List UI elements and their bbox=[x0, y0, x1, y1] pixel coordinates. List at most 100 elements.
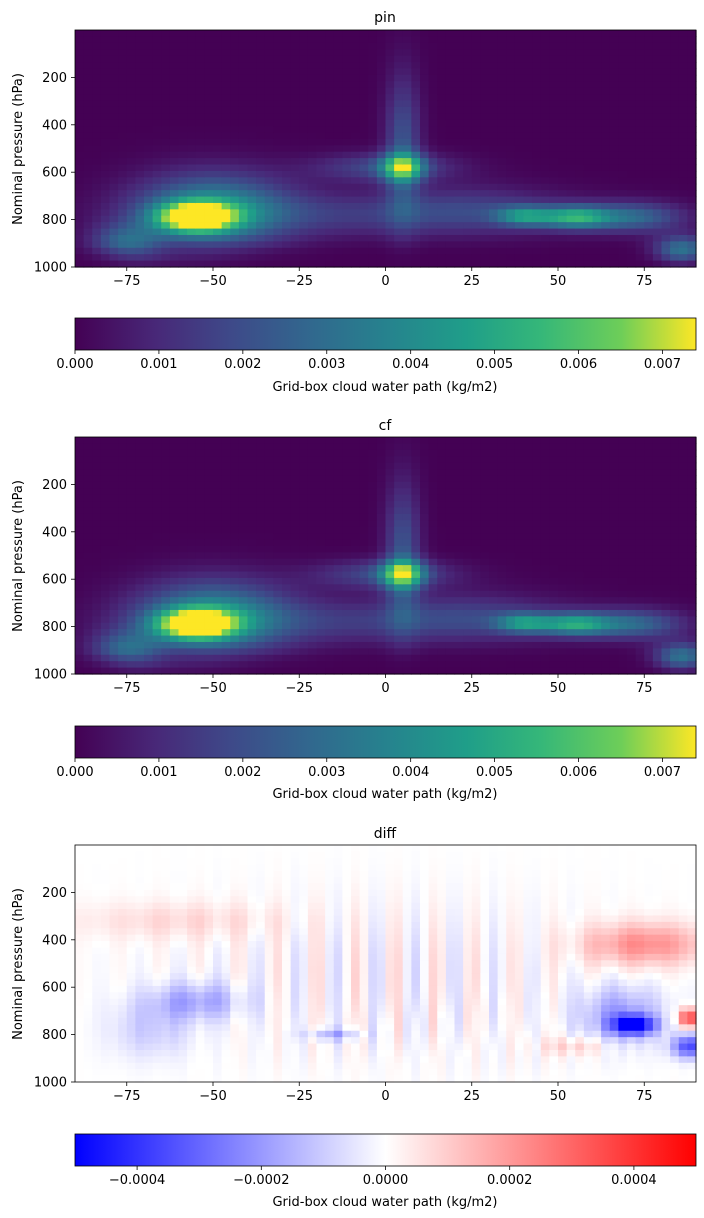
heatmap-cell bbox=[601, 222, 611, 230]
heatmap-cell bbox=[411, 565, 421, 573]
heatmap-cell bbox=[471, 462, 481, 470]
heatmap-cell bbox=[368, 494, 378, 502]
heatmap-cell bbox=[583, 469, 594, 477]
heatmap-cell bbox=[126, 456, 136, 464]
heatmap-cell bbox=[549, 449, 559, 457]
heatmap-cell bbox=[213, 475, 223, 483]
heatmap-cell bbox=[221, 170, 231, 178]
heatmap-cell bbox=[480, 481, 490, 489]
heatmap-cell bbox=[169, 507, 180, 515]
heatmap-cell bbox=[506, 443, 516, 451]
heatmap-cell bbox=[566, 629, 576, 637]
heatmap-cell bbox=[583, 215, 594, 223]
heatmap-cell bbox=[661, 87, 671, 95]
heatmap-cell bbox=[247, 260, 257, 268]
heatmap-cell bbox=[411, 228, 421, 236]
heatmap-cell bbox=[307, 545, 318, 553]
heatmap-cell bbox=[325, 151, 335, 159]
heatmap-cell bbox=[290, 202, 300, 210]
heatmap-cell bbox=[109, 481, 119, 489]
heatmap-cell bbox=[489, 565, 499, 573]
heatmap-cell bbox=[575, 539, 585, 547]
heatmap-cell bbox=[273, 616, 283, 624]
heatmap-cell bbox=[247, 196, 257, 204]
heatmap-cell bbox=[532, 513, 542, 521]
heatmap-cell bbox=[152, 138, 162, 146]
heatmap-cell bbox=[325, 654, 335, 662]
heatmap-cell bbox=[514, 533, 525, 541]
heatmap-cell bbox=[635, 42, 645, 50]
heatmap-cell bbox=[687, 62, 697, 70]
heatmap-cell bbox=[678, 55, 688, 63]
heatmap-cell bbox=[497, 30, 507, 38]
heatmap-cell bbox=[463, 648, 473, 656]
heatmap-cell bbox=[592, 138, 602, 146]
heatmap-cell bbox=[238, 42, 249, 50]
heatmap-cell bbox=[83, 584, 93, 592]
heatmap-cell bbox=[394, 603, 404, 611]
heatmap-cell bbox=[83, 254, 93, 262]
heatmap-cell bbox=[126, 565, 136, 573]
heatmap-cell bbox=[583, 501, 594, 509]
heatmap-cell bbox=[411, 145, 421, 153]
heatmap-cell bbox=[273, 552, 283, 560]
heatmap-cell bbox=[238, 513, 249, 521]
heatmap-cell bbox=[213, 622, 223, 630]
heatmap-cell bbox=[264, 475, 274, 483]
heatmap-cell bbox=[394, 545, 404, 553]
heatmap-cell bbox=[273, 437, 283, 445]
heatmap-cell bbox=[385, 469, 395, 477]
heatmap-cell bbox=[152, 170, 162, 178]
heatmap-cell bbox=[532, 507, 542, 515]
heatmap-cell bbox=[75, 667, 85, 675]
heatmap-cell bbox=[161, 641, 171, 649]
heatmap-cell bbox=[601, 190, 611, 198]
heatmap-cell bbox=[333, 106, 343, 114]
heatmap-cell bbox=[497, 494, 507, 502]
heatmap-cell bbox=[627, 30, 637, 38]
heatmap-cell bbox=[333, 151, 343, 159]
heatmap-cell bbox=[152, 667, 162, 675]
heatmap-cell bbox=[480, 68, 490, 76]
heatmap-cell bbox=[575, 462, 585, 470]
heatmap-cell bbox=[471, 62, 481, 70]
heatmap-cell bbox=[566, 241, 576, 249]
heatmap-cell bbox=[497, 597, 507, 605]
heatmap-cell bbox=[118, 443, 128, 451]
heatmap-cell bbox=[238, 49, 249, 57]
heatmap-cell bbox=[618, 36, 628, 44]
heatmap-cell bbox=[118, 648, 128, 656]
heatmap-cell bbox=[463, 443, 473, 451]
heatmap-cell bbox=[514, 501, 525, 509]
heatmap-cell bbox=[601, 481, 611, 489]
heatmap-cell bbox=[402, 481, 412, 489]
heatmap-cell bbox=[195, 177, 205, 185]
heatmap-cell bbox=[221, 635, 231, 643]
heatmap-cell bbox=[497, 36, 507, 44]
heatmap-cell bbox=[282, 449, 292, 457]
heatmap-cell bbox=[307, 571, 318, 579]
heatmap-cell bbox=[290, 558, 300, 566]
heatmap-cell bbox=[540, 545, 550, 553]
heatmap-cell bbox=[342, 443, 352, 451]
heatmap-cell bbox=[549, 533, 559, 541]
heatmap-cell bbox=[411, 641, 421, 649]
heatmap-cell bbox=[290, 648, 300, 656]
heatmap-cell bbox=[213, 641, 223, 649]
heatmap-cell bbox=[247, 183, 257, 191]
heatmap-cell bbox=[273, 654, 283, 662]
heatmap-cell bbox=[152, 164, 162, 172]
heatmap-cell bbox=[135, 513, 145, 521]
heatmap-cell bbox=[282, 488, 292, 496]
heatmap-cell bbox=[463, 462, 473, 470]
heatmap-cell bbox=[601, 113, 611, 121]
chart-title: cf bbox=[379, 418, 393, 434]
heatmap-cell bbox=[489, 641, 499, 649]
heatmap-cell bbox=[221, 590, 231, 598]
heatmap-cell bbox=[256, 507, 266, 515]
heatmap-cell bbox=[161, 100, 171, 108]
heatmap-cell bbox=[325, 42, 335, 50]
heatmap-cell bbox=[489, 462, 499, 470]
heatmap-cell bbox=[351, 55, 361, 63]
heatmap-cell bbox=[126, 648, 136, 656]
